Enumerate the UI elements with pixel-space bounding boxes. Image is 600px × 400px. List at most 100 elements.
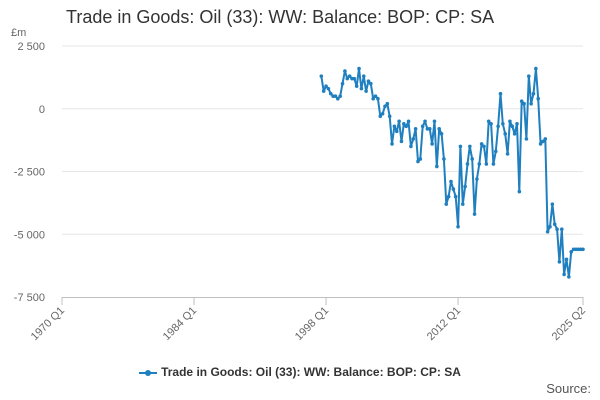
data-point [387, 114, 392, 119]
data-point [406, 119, 411, 124]
data-point [562, 272, 566, 277]
data-point [569, 250, 574, 254]
data-point [567, 275, 571, 279]
data-point [328, 91, 333, 96]
data-point [458, 144, 463, 149]
data-point [548, 224, 552, 229]
data-point [416, 159, 420, 164]
data-point [340, 81, 345, 86]
data-point [493, 149, 498, 154]
data-point [536, 96, 541, 101]
x-tick-label: 1998 Q1 [293, 305, 331, 343]
data-point [399, 139, 404, 144]
data-point [338, 94, 342, 98]
data-point [352, 76, 357, 81]
data-point [503, 132, 508, 136]
data-point [470, 157, 474, 161]
data-point [380, 111, 385, 116]
legend-swatch-dot [145, 369, 152, 376]
data-point [413, 127, 418, 131]
data-point [366, 79, 371, 83]
y-tick-label: -7 500 [14, 292, 45, 304]
data-point [534, 66, 538, 71]
data-point [411, 137, 416, 141]
data-point [479, 142, 484, 146]
x-tick-label: 1984 Q1 [161, 305, 199, 343]
data-point [486, 119, 491, 124]
data-point [517, 189, 522, 194]
data-point [543, 137, 548, 141]
data-point [324, 84, 328, 88]
data-point [460, 202, 465, 206]
data-point [354, 84, 359, 88]
data-point [552, 222, 557, 227]
data-point [515, 122, 519, 126]
data-point [496, 124, 500, 129]
data-point [531, 91, 536, 96]
y-axis-unit-label: £m [11, 27, 27, 39]
data-point [437, 127, 441, 131]
source-label: Source: [546, 381, 591, 396]
data-point [378, 114, 383, 119]
data-point [359, 86, 364, 91]
data-point [524, 137, 529, 141]
data-point [519, 99, 524, 104]
data-point [498, 91, 503, 96]
data-point [390, 142, 394, 146]
axes [61, 297, 584, 305]
data-point [463, 184, 467, 189]
data-point [446, 194, 451, 199]
data-point [510, 124, 515, 129]
grid-lines [62, 45, 583, 235]
y-tick-label: 2 500 [17, 41, 45, 53]
data-point [376, 96, 380, 101]
data-point [369, 81, 373, 86]
data-point [456, 224, 460, 229]
data-point [489, 122, 493, 126]
data-point [472, 212, 477, 216]
data-point [526, 74, 531, 78]
data-point [423, 119, 427, 124]
data-point [491, 162, 496, 166]
data-point [427, 127, 432, 131]
data-point [444, 202, 449, 206]
data-point [385, 101, 390, 106]
data-point [418, 157, 423, 161]
data-point [453, 194, 458, 199]
data-point [545, 229, 550, 234]
data-point [482, 144, 486, 149]
data-point [559, 227, 564, 232]
data-point [538, 142, 543, 146]
data-point [435, 164, 439, 169]
data-point [333, 94, 338, 98]
chart-title: Trade in Goods: Oil (33): WW: Balance: B… [66, 7, 495, 27]
x-tick-label: 2012 Q1 [425, 305, 463, 343]
y-tick-label: 0 [39, 104, 45, 116]
data-point [449, 179, 453, 184]
data-point [357, 66, 361, 71]
data-point [505, 152, 510, 156]
data-point [371, 96, 375, 101]
data-point [397, 119, 401, 124]
data-point [477, 162, 482, 166]
data-point [442, 157, 446, 161]
data-point [529, 101, 533, 106]
series-layer [319, 66, 585, 279]
data-point [508, 119, 512, 124]
data-point [409, 144, 413, 149]
legend-swatch [139, 368, 158, 378]
data-point [555, 227, 559, 232]
data-point [541, 139, 545, 144]
data-point [361, 74, 366, 78]
data-point [557, 260, 562, 264]
data-point [451, 187, 456, 191]
data-point [394, 129, 399, 134]
x-tick-label: 1970 Q1 [29, 305, 67, 343]
data-point [343, 69, 347, 73]
legend[interactable]: Trade in Goods: Oil (33): WW: Balance: B… [0, 365, 600, 379]
data-point [484, 162, 489, 166]
data-point [402, 122, 406, 126]
data-point [501, 122, 505, 126]
data-point [439, 132, 444, 136]
x-tick-label: 2025 Q2 [550, 305, 588, 343]
